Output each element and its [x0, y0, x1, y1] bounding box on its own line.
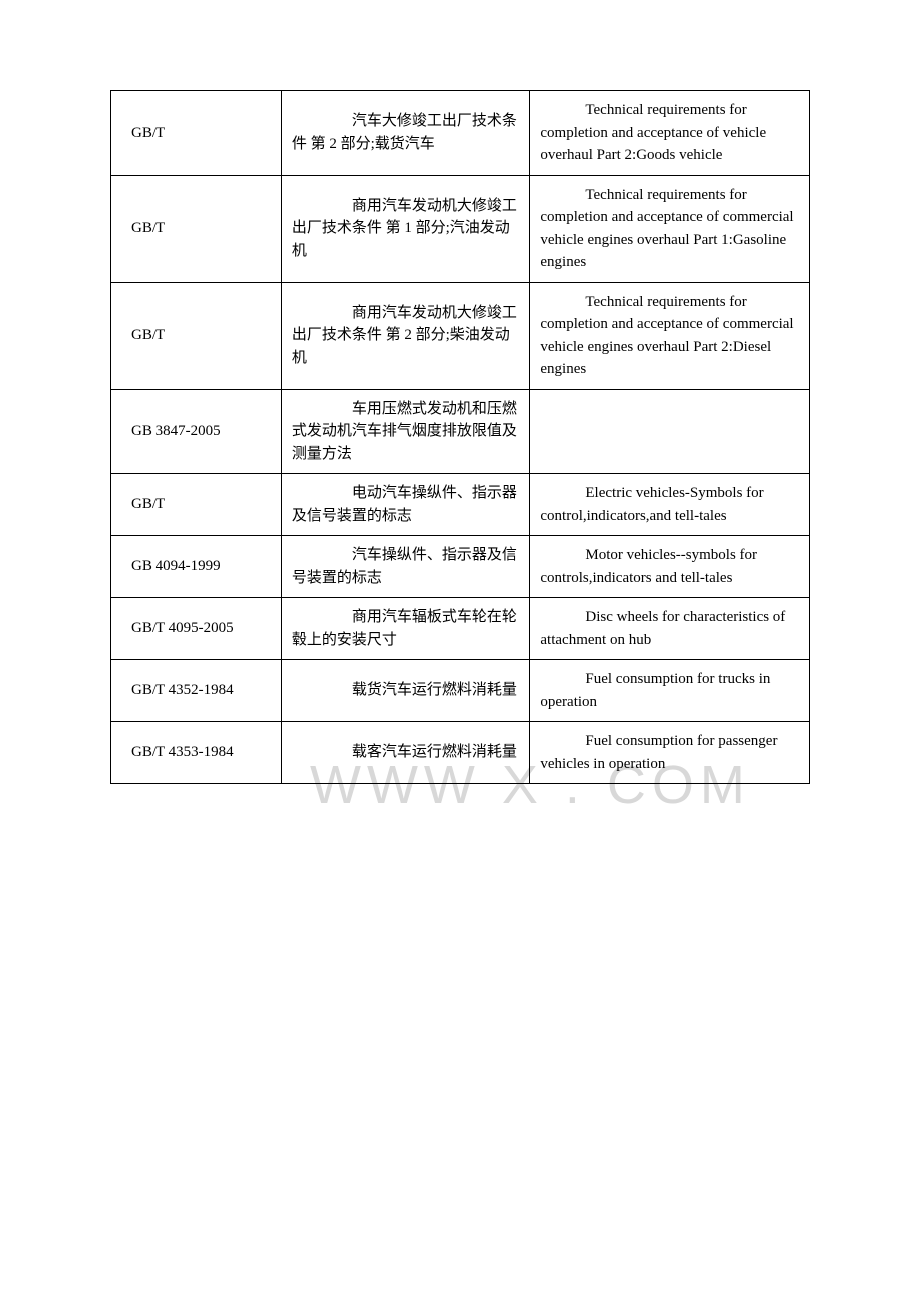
cell-title-en: Electric vehicles-Symbols for control,in… [530, 474, 810, 536]
text-en: Electric vehicles-Symbols for control,in… [540, 482, 799, 527]
cell-code: GB/T [111, 91, 282, 176]
cell-title-en: Technical requirements for completion an… [530, 175, 810, 282]
table-body: GB/T 汽车大修竣工出厂技术条件 第 2 部分;载货汽车 Technical … [111, 91, 810, 784]
cell-title-cn: 载客汽车运行燃料消耗量 [281, 722, 530, 784]
table-row: GB/T 汽车大修竣工出厂技术条件 第 2 部分;载货汽车 Technical … [111, 91, 810, 176]
text-en: Disc wheels for characteristics of attac… [540, 606, 799, 651]
cell-title-cn: 汽车操纵件、指示器及信号装置的标志 [281, 536, 530, 598]
page-container: WWW X . COM GB/T 汽车大修竣工出厂技术条件 第 2 部分;载货汽… [110, 90, 810, 784]
table-row: GB/T 商用汽车发动机大修竣工出厂技术条件 第 2 部分;柴油发动机 Tech… [111, 282, 810, 389]
cell-title-en: Motor vehicles--symbols for controls,ind… [530, 536, 810, 598]
table-row: GB/T 4353-1984 载客汽车运行燃料消耗量 Fuel consumpt… [111, 722, 810, 784]
cell-title-cn: 载货汽车运行燃料消耗量 [281, 660, 530, 722]
text-en: Technical requirements for completion an… [540, 99, 799, 167]
cell-title-en: Technical requirements for completion an… [530, 91, 810, 176]
cell-code: GB 4094-1999 [111, 536, 282, 598]
text-cn: 载货汽车运行燃料消耗量 [292, 679, 520, 702]
cell-title-en: Fuel consumption for trucks in operation [530, 660, 810, 722]
cell-title-en: Disc wheels for characteristics of attac… [530, 598, 810, 660]
text-en: Fuel consumption for passenger vehicles … [540, 730, 799, 775]
cell-title-en [530, 389, 810, 474]
cell-title-en: Fuel consumption for passenger vehicles … [530, 722, 810, 784]
cell-code: GB 3847-2005 [111, 389, 282, 474]
text-cn: 电动汽车操纵件、指示器及信号装置的标志 [292, 482, 520, 527]
text-en: Technical requirements for completion an… [540, 184, 799, 274]
table-row: GB/T 商用汽车发动机大修竣工出厂技术条件 第 1 部分;汽油发动机 Tech… [111, 175, 810, 282]
cell-title-en: Technical requirements for completion an… [530, 282, 810, 389]
text-cn: 汽车操纵件、指示器及信号装置的标志 [292, 544, 520, 589]
standards-table: GB/T 汽车大修竣工出厂技术条件 第 2 部分;载货汽车 Technical … [110, 90, 810, 784]
text-cn: 汽车大修竣工出厂技术条件 第 2 部分;载货汽车 [292, 110, 520, 155]
text-en: Technical requirements for completion an… [540, 291, 799, 381]
cell-title-cn: 汽车大修竣工出厂技术条件 第 2 部分;载货汽车 [281, 91, 530, 176]
cell-title-cn: 商用汽车发动机大修竣工出厂技术条件 第 2 部分;柴油发动机 [281, 282, 530, 389]
cell-code: GB/T 4352-1984 [111, 660, 282, 722]
cell-title-cn: 商用汽车辐板式车轮在轮毂上的安装尺寸 [281, 598, 530, 660]
cell-title-cn: 电动汽车操纵件、指示器及信号装置的标志 [281, 474, 530, 536]
cell-code: GB/T [111, 175, 282, 282]
cell-title-cn: 车用压燃式发动机和压燃式发动机汽车排气烟度排放限值及测量方法 [281, 389, 530, 474]
text-en: Motor vehicles--symbols for controls,ind… [540, 544, 799, 589]
text-cn: 商用汽车发动机大修竣工出厂技术条件 第 2 部分;柴油发动机 [292, 302, 520, 370]
table-row: GB 3847-2005 车用压燃式发动机和压燃式发动机汽车排气烟度排放限值及测… [111, 389, 810, 474]
cell-code: GB/T 4353-1984 [111, 722, 282, 784]
cell-code: GB/T [111, 474, 282, 536]
text-cn: 商用汽车辐板式车轮在轮毂上的安装尺寸 [292, 606, 520, 651]
text-cn: 载客汽车运行燃料消耗量 [292, 741, 520, 764]
table-row: GB/T 4095-2005 商用汽车辐板式车轮在轮毂上的安装尺寸 Disc w… [111, 598, 810, 660]
table-row: GB 4094-1999 汽车操纵件、指示器及信号装置的标志 Motor veh… [111, 536, 810, 598]
table-row: GB/T 4352-1984 载货汽车运行燃料消耗量 Fuel consumpt… [111, 660, 810, 722]
cell-title-cn: 商用汽车发动机大修竣工出厂技术条件 第 1 部分;汽油发动机 [281, 175, 530, 282]
text-en: Fuel consumption for trucks in operation [540, 668, 799, 713]
table-row: GB/T 电动汽车操纵件、指示器及信号装置的标志 Electric vehicl… [111, 474, 810, 536]
cell-code: GB/T 4095-2005 [111, 598, 282, 660]
text-cn: 车用压燃式发动机和压燃式发动机汽车排气烟度排放限值及测量方法 [292, 398, 520, 466]
text-cn: 商用汽车发动机大修竣工出厂技术条件 第 1 部分;汽油发动机 [292, 195, 520, 263]
cell-code: GB/T [111, 282, 282, 389]
